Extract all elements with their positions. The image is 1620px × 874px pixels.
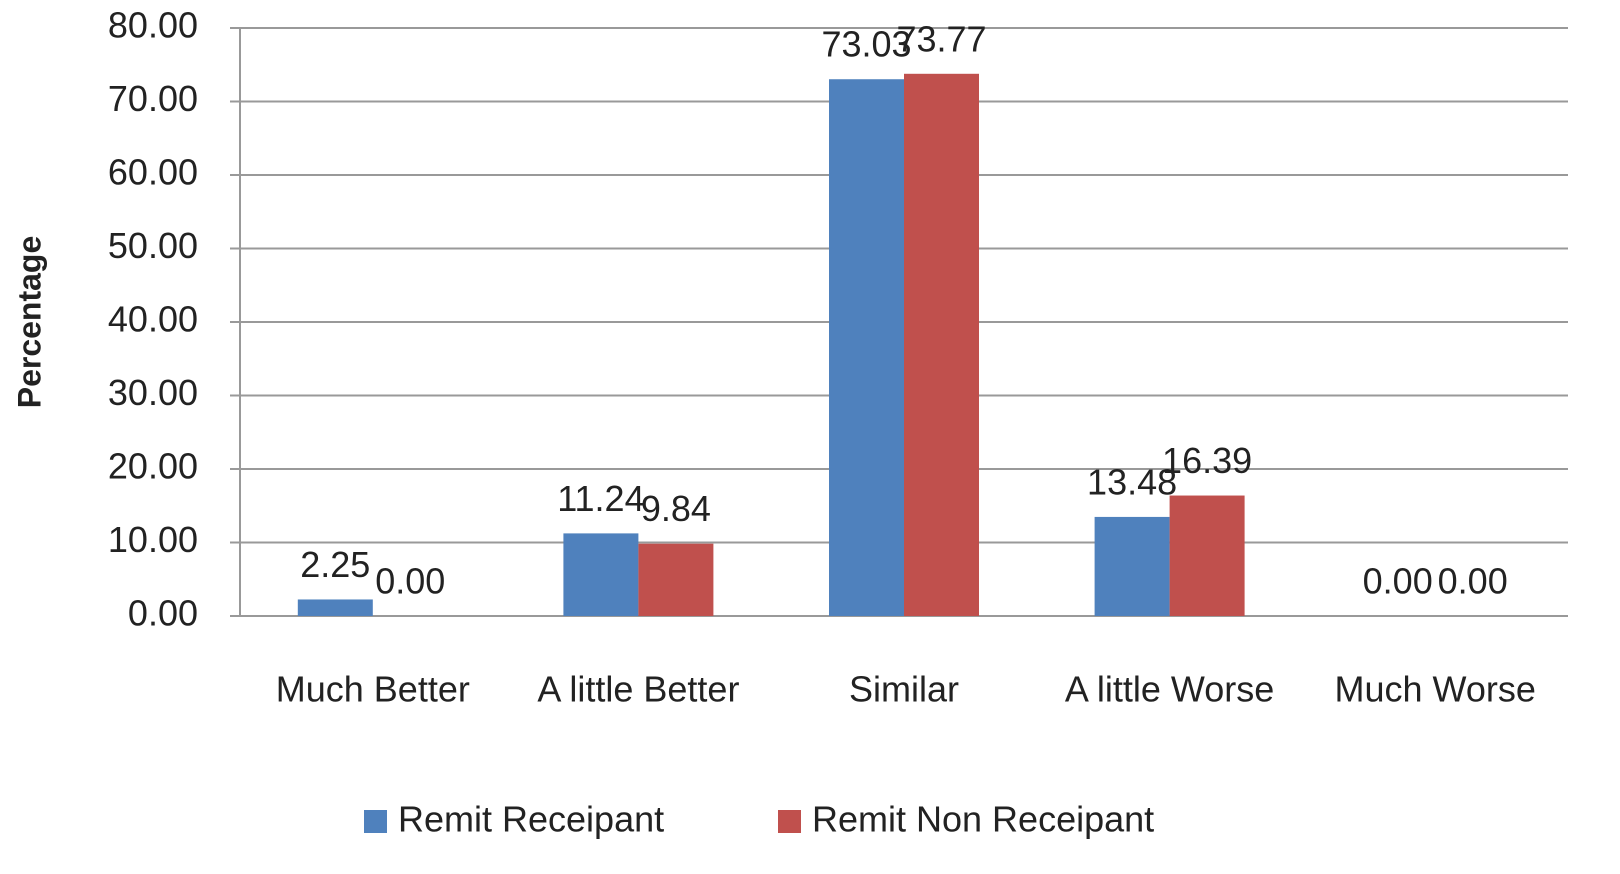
y-tick-label: 30.00 <box>108 372 198 413</box>
y-tick-label: 70.00 <box>108 78 198 119</box>
data-label: 11.24 <box>557 478 644 519</box>
bar <box>638 543 714 616</box>
x-tick-label: Much Better <box>276 669 470 710</box>
data-label: 0.00 <box>1438 561 1508 602</box>
legend-label: Remit Non Receipant <box>812 799 1154 840</box>
y-tick-label: 80.00 <box>108 5 198 46</box>
data-label: 0.00 <box>375 561 445 602</box>
bar <box>1169 495 1245 616</box>
y-tick-label: 0.00 <box>128 593 198 634</box>
y-tick-label: 40.00 <box>108 299 198 340</box>
data-label: 73.77 <box>896 18 986 59</box>
bar <box>1094 516 1170 616</box>
y-tick-label: 50.00 <box>108 225 198 266</box>
legend-swatch <box>778 810 801 833</box>
y-tick-label: 20.00 <box>108 446 198 487</box>
x-tick-label: A little Worse <box>1065 669 1274 710</box>
data-label: 0.00 <box>1363 561 1433 602</box>
x-tick-label: Much Worse <box>1334 669 1535 710</box>
bar <box>563 533 639 616</box>
x-tick-label: A little Better <box>537 669 739 710</box>
y-axis-title: Percentage <box>11 236 47 409</box>
data-label: 13.48 <box>1087 461 1177 502</box>
legend-label: Remit Receipant <box>398 799 664 840</box>
bar <box>904 73 979 616</box>
y-tick-label: 10.00 <box>108 519 198 560</box>
bar <box>297 599 373 616</box>
bar <box>829 79 904 617</box>
data-label: 9.84 <box>641 488 711 529</box>
data-label: 16.39 <box>1162 440 1252 481</box>
legend-swatch <box>364 810 387 833</box>
data-label: 73.03 <box>821 24 911 65</box>
y-tick-label: 60.00 <box>108 152 198 193</box>
x-tick-label: Similar <box>849 669 959 710</box>
data-label: 2.25 <box>300 544 370 585</box>
